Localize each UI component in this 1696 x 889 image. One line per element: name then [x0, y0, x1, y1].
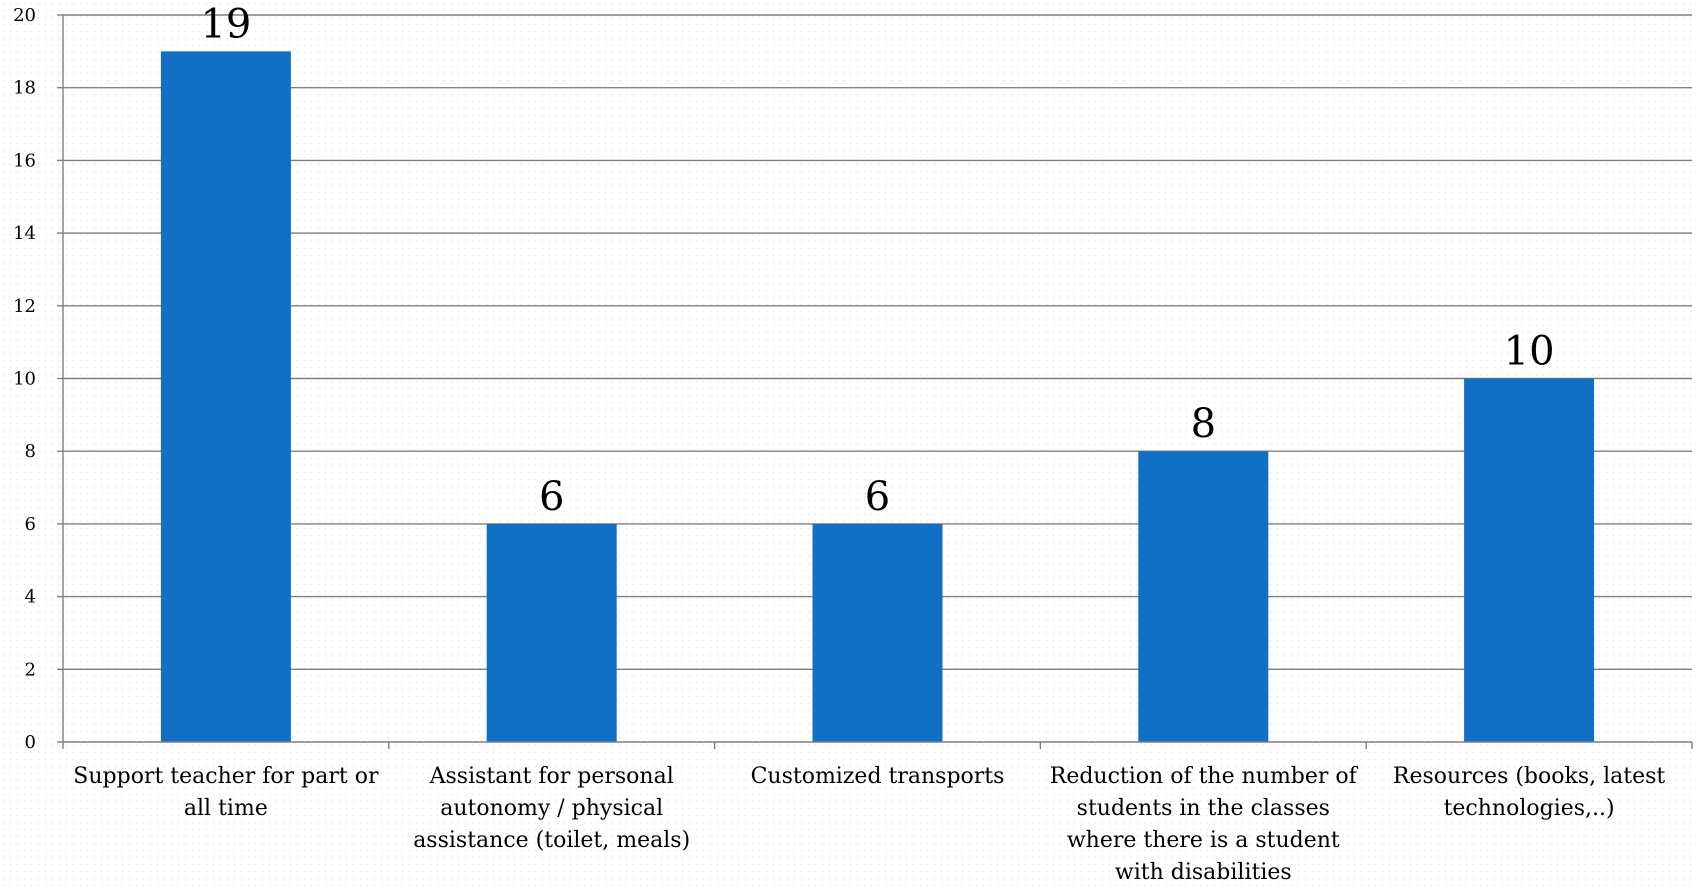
data-label: 10: [1504, 329, 1555, 375]
data-label: 8: [1191, 401, 1216, 447]
y-tick-label: 20: [13, 5, 36, 26]
y-tick-label: 4: [25, 587, 36, 608]
x-category-label: Assistant for personal autonomy / physica…: [392, 761, 712, 857]
data-labels: 19 6 6 8 10: [200, 1, 1554, 520]
x-category-label-line: Assistant for personal: [429, 764, 674, 789]
y-axis-tick-labels: 0 2 4 6 8 10 12 14 16 18 20: [13, 5, 36, 753]
y-tick-label: 18: [13, 78, 36, 99]
x-category-label-line: Customized transports: [750, 764, 1005, 789]
bar: [1464, 378, 1595, 742]
x-category-label-line: Support teacher for part or: [73, 764, 379, 789]
data-label: 19: [200, 1, 251, 47]
bar: [160, 51, 291, 743]
x-category-label-line: all time: [183, 796, 268, 821]
y-tick-label: 2: [25, 659, 36, 680]
x-category-label-line: where there is a student: [1066, 828, 1340, 853]
x-category-label-line: Reduction of the number of: [1049, 764, 1357, 789]
x-category-label: Reduction of the number of students in th…: [1043, 761, 1363, 889]
x-category-label: Resources (books, latest technologies,..): [1369, 761, 1689, 825]
x-category-label-line: students in the classes: [1076, 796, 1330, 821]
data-label: 6: [539, 474, 564, 520]
y-tick-label: 8: [25, 441, 36, 462]
data-label: 6: [865, 474, 890, 520]
x-category-label-line: technologies,..): [1443, 796, 1615, 821]
x-category-label: Customized transports: [718, 761, 1038, 793]
x-category-label-line: assistance (toilet, meals): [413, 828, 691, 853]
bar: [1138, 451, 1269, 742]
y-tick-label: 6: [25, 514, 36, 535]
bar: [812, 523, 943, 742]
y-tick-label: 0: [25, 732, 36, 753]
x-category-label-line: with disabilities: [1114, 860, 1292, 885]
axes: [62, 15, 1693, 749]
x-category-label: Support teacher for part or all time: [66, 761, 386, 825]
x-category-label-line: autonomy / physical: [440, 796, 664, 821]
bar: [486, 523, 617, 742]
x-category-label-line: Resources (books, latest: [1392, 764, 1666, 789]
bars: [160, 51, 1595, 743]
y-tick-label: 12: [13, 296, 36, 317]
y-tick-label: 14: [13, 223, 36, 244]
y-tick-label: 10: [13, 369, 36, 390]
y-tick-label: 16: [13, 150, 36, 171]
